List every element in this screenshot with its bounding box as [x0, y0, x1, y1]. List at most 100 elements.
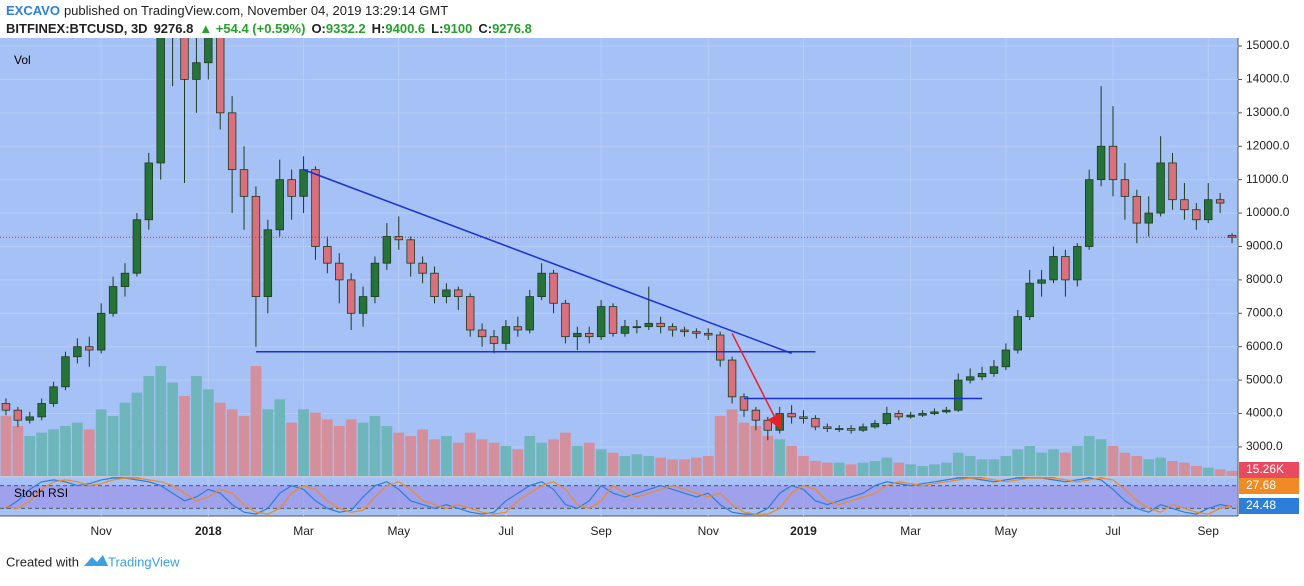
volume-bar — [262, 409, 274, 476]
candle-body — [799, 416, 808, 419]
volume-bar — [476, 439, 488, 476]
y-tick-label: 14000.0 — [1246, 72, 1290, 86]
candle-body — [620, 326, 630, 334]
volume-bar — [1119, 452, 1131, 476]
candle-body — [489, 336, 499, 344]
y-tick-label: 10000.0 — [1246, 205, 1290, 219]
candle-body — [204, 38, 213, 64]
rsi-band — [0, 485, 1238, 509]
candle-body — [96, 312, 106, 351]
volume-bar — [286, 422, 298, 476]
candle-body — [382, 236, 392, 264]
volume-bar — [119, 402, 131, 476]
volume-bar — [1143, 459, 1155, 476]
candle-body — [811, 418, 820, 428]
volume-bar — [798, 456, 809, 476]
candle-body — [525, 296, 534, 331]
x-tick-label: May — [387, 524, 410, 538]
volume-bar — [1060, 452, 1071, 476]
candle-body — [275, 179, 284, 231]
c-label: C: — [478, 21, 492, 36]
volume-bar — [548, 439, 559, 476]
volume-bar — [881, 457, 893, 476]
volume-bar — [595, 449, 607, 476]
candle-body — [1001, 349, 1011, 368]
candle-body — [835, 428, 844, 430]
volume-bar — [405, 436, 417, 476]
candle-body — [977, 373, 987, 378]
volume-bar — [143, 376, 155, 476]
vol-last-label: 15.26K — [1246, 462, 1284, 476]
volume-bar — [845, 464, 857, 476]
candle-body — [239, 169, 249, 197]
volume-bar — [464, 432, 476, 476]
volume-bar — [1190, 466, 1202, 476]
candle-body — [1037, 279, 1046, 284]
volume-bar — [167, 382, 178, 476]
y-tick-label: 15000.0 — [1246, 38, 1290, 52]
volume-bar — [310, 412, 321, 476]
candle-body — [918, 413, 927, 416]
volume-bar — [95, 409, 107, 476]
candle-body — [739, 396, 749, 411]
volume-bar — [1095, 439, 1107, 476]
candle-body — [763, 419, 773, 431]
author[interactable]: EXCAVO — [6, 3, 60, 18]
candle-body — [704, 332, 713, 336]
published: published on TradingView.com, November 0… — [64, 3, 448, 18]
trend-line — [303, 168, 792, 355]
rsi-last-label: 24.48 — [1246, 498, 1276, 512]
rsi-line — [5, 477, 1233, 515]
candle-body — [1180, 199, 1189, 211]
candle-body — [846, 428, 856, 431]
o-label: O: — [311, 21, 325, 36]
volume-bar — [1214, 469, 1226, 476]
candle-body — [430, 272, 439, 297]
candle-body — [894, 413, 903, 418]
volume-bar — [191, 376, 202, 476]
candle-body — [358, 296, 368, 314]
volume-bar — [1083, 436, 1095, 476]
candle-body — [1156, 162, 1165, 214]
candle-body — [477, 329, 487, 338]
volume-bar — [1071, 446, 1083, 476]
x-tick-label: Mar — [900, 524, 921, 538]
c-value: 9276.8 — [492, 21, 532, 36]
candle-body — [656, 322, 665, 328]
volume-bar — [583, 442, 595, 476]
l-value: 9100 — [443, 21, 472, 36]
x-tick-label: Nov — [91, 524, 112, 538]
candle-body — [1073, 246, 1082, 281]
candle-body — [144, 162, 154, 221]
candle-body — [727, 359, 737, 398]
volume-bar — [1155, 457, 1166, 476]
volume-bar — [1107, 446, 1119, 476]
y-tick-label: 4000.0 — [1246, 406, 1283, 420]
candle-body — [192, 62, 201, 80]
candle-body — [442, 289, 451, 297]
volume-bar — [24, 436, 36, 476]
vol-last-box — [1239, 462, 1299, 478]
volume-bar — [774, 439, 786, 476]
candle-body — [120, 272, 130, 287]
volume-bar — [964, 456, 976, 476]
x-tick-label: 2018 — [195, 524, 222, 538]
candle-body — [787, 413, 796, 418]
candle-body — [989, 366, 999, 374]
candle-body — [596, 306, 606, 338]
candle-body — [549, 272, 558, 304]
candle-body — [823, 426, 832, 429]
candle-body — [25, 416, 34, 421]
candle-body — [61, 356, 70, 388]
candle-body — [370, 262, 380, 297]
volume-bar — [1024, 446, 1036, 476]
created-with: Created with — [6, 554, 79, 569]
volume-bar — [560, 432, 571, 476]
volume-bar — [1226, 470, 1238, 476]
candle-body — [1049, 256, 1058, 281]
candle-body — [108, 286, 118, 314]
volume-bar — [512, 449, 524, 476]
candle-body — [537, 272, 546, 297]
candle-body — [251, 195, 261, 297]
brand[interactable]: TradingView — [108, 554, 180, 569]
